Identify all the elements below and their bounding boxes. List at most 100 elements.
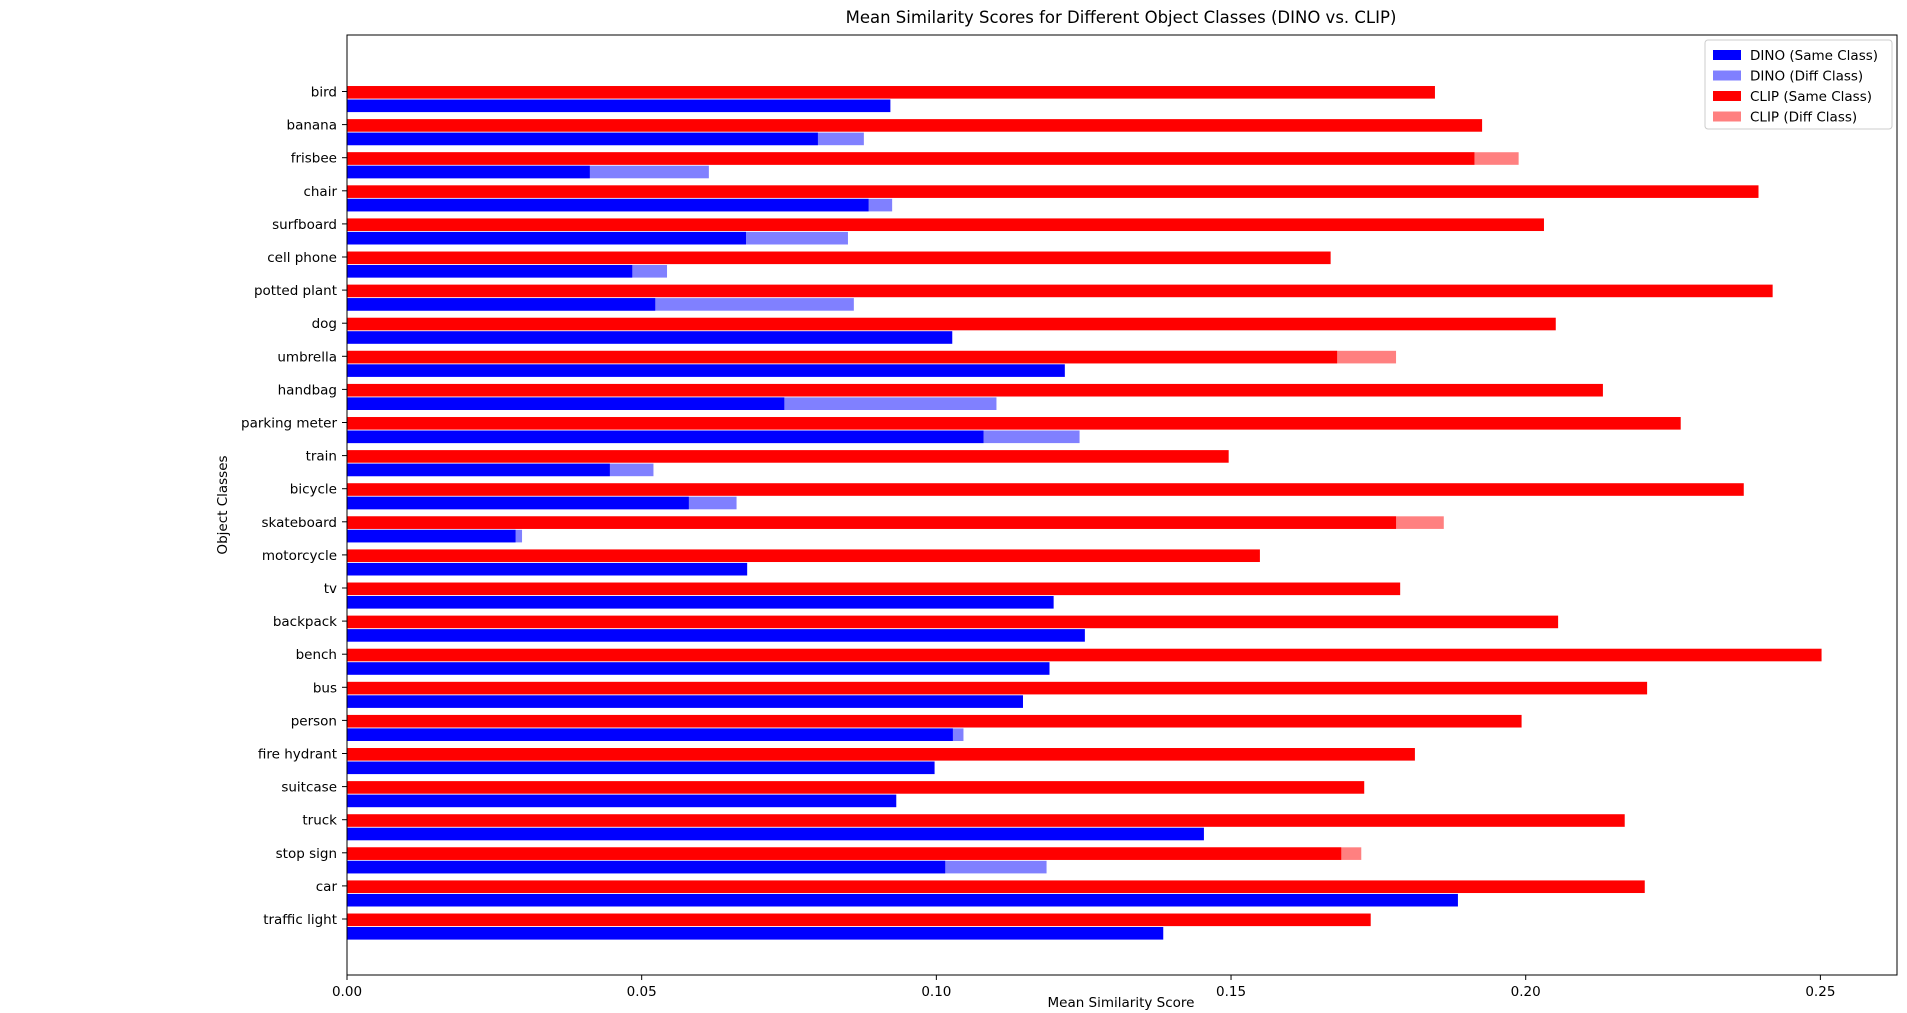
- legend-swatch-clip-same-class: [1713, 91, 1741, 101]
- bar-dino-same-class-bus: [347, 695, 1023, 708]
- y-tick-label-backpack: backpack: [273, 614, 337, 630]
- y-tick-label-bird: bird: [311, 85, 337, 101]
- x-tick-label: 0.00: [332, 984, 362, 1000]
- bar-dino-same-class-potted-plant: [347, 298, 656, 311]
- y-tick-label-motorcycle: motorcycle: [262, 548, 337, 564]
- bar-clip-same-class-truck: [347, 814, 1625, 827]
- bar-clip-same-class-potted-plant: [347, 284, 1773, 298]
- y-tick-label-bus: bus: [313, 680, 337, 696]
- bar-dino-same-class-person: [347, 728, 953, 741]
- bar-dino-same-class-banana: [347, 132, 818, 146]
- bar-dino-same-class-chair: [347, 198, 869, 212]
- bar-dino-same-class-frisbee: [347, 165, 590, 179]
- legend-label-dino-diff-class: DINO (Diff Class): [1750, 69, 1863, 85]
- y-tick-label-traffic-light: traffic light: [263, 912, 337, 928]
- bar-clip-same-class-backpack: [347, 615, 1559, 629]
- y-tick-label-bench: bench: [296, 647, 337, 663]
- bar-clip-same-class-bench: [347, 648, 1822, 662]
- bar-dino-same-class-handbag: [347, 397, 785, 410]
- y-tick-label-cell-phone: cell phone: [267, 250, 337, 266]
- bar-clip-same-class-car: [347, 880, 1645, 894]
- legend-label-clip-diff-class: CLIP (Diff Class): [1750, 110, 1857, 126]
- y-tick-label-bicycle: bicycle: [290, 482, 337, 498]
- bar-clip-same-class-fire-hydrant: [347, 748, 1415, 761]
- bar-clip-same-class-surfboard: [347, 218, 1544, 232]
- y-tick-label-person: person: [291, 713, 337, 729]
- y-tick-label-frisbee: frisbee: [291, 151, 337, 167]
- y-tick-label-tv: tv: [324, 581, 337, 597]
- x-tick-label: 0.10: [921, 984, 951, 1000]
- bar-clip-same-class-traffic-light: [347, 913, 1371, 927]
- bar-dino-same-class-parking-meter: [347, 430, 984, 444]
- bar-clip-same-class-suitcase: [347, 781, 1365, 794]
- bar-dino-same-class-umbrella: [347, 364, 1065, 377]
- bars-layer: [347, 86, 1822, 940]
- y-tick-label-chair: chair: [303, 184, 337, 200]
- bar-dino-same-class-car: [347, 893, 1458, 907]
- x-axis-label: Mean Similarity Score: [1047, 995, 1194, 1011]
- y-tick-label-skateboard: skateboard: [262, 515, 337, 531]
- bar-dino-same-class-backpack: [347, 629, 1085, 642]
- y-tick-label-suitcase: suitcase: [281, 780, 337, 796]
- legend-label-clip-same-class: CLIP (Same Class): [1750, 89, 1872, 105]
- plot-frame: [346, 34, 1898, 976]
- y-axis-label: Object Classes: [215, 455, 231, 554]
- y-tick-label-parking-meter: parking meter: [241, 416, 337, 432]
- x-tick-label: 0.25: [1805, 984, 1835, 1000]
- bar-clip-same-class-skateboard: [347, 516, 1397, 529]
- x-tick-label: 0.15: [1216, 984, 1246, 1000]
- y-tick-label-potted-plant: potted plant: [254, 283, 337, 299]
- bar-clip-same-class-tv: [347, 582, 1401, 596]
- bar-clip-same-class-person: [347, 714, 1522, 728]
- x-tick-label: 0.05: [627, 984, 657, 1000]
- bar-clip-same-class-stop-sign: [347, 847, 1342, 860]
- bar-clip-same-class-train: [347, 450, 1229, 463]
- legend: DINO (Same Class) DINO (Diff Class) CLIP (…: [1704, 39, 1893, 130]
- y-tick-label-banana: banana: [287, 118, 338, 134]
- bar-dino-same-class-suitcase: [347, 794, 897, 808]
- bar-clip-same-class-dog: [347, 317, 1556, 331]
- bar-dino-same-class-surfboard: [347, 231, 746, 245]
- bar-dino-same-class-motorcycle: [347, 562, 748, 576]
- y-tick-label-truck: truck: [302, 813, 337, 829]
- y-tick-label-stop-sign: stop sign: [276, 846, 337, 862]
- bar-clip-same-class-bicycle: [347, 483, 1744, 496]
- bar-clip-same-class-bus: [347, 681, 1648, 695]
- legend-swatch-dino-diff-class: [1713, 70, 1741, 81]
- chart-title: Mean Similarity Scores for Different Obj…: [846, 8, 1397, 27]
- bar-dino-same-class-stop-sign: [347, 860, 946, 874]
- y-axis: traffic light car stop sign truck suitcase fi…: [241, 85, 347, 928]
- bar-clip-same-class-handbag: [347, 383, 1603, 397]
- legend-frame: [1704, 39, 1893, 130]
- bar-dino-same-class-dog: [347, 331, 953, 344]
- legend-swatch-dino-same-class: [1713, 50, 1741, 60]
- y-tick-label-handbag: handbag: [278, 382, 337, 398]
- bar-clip-same-class-umbrella: [347, 350, 1338, 364]
- y-tick-label-surfboard: surfboard: [272, 217, 337, 233]
- bar-dino-same-class-bird: [347, 99, 891, 113]
- bar-dino-same-class-truck: [347, 827, 1204, 841]
- bar-dino-same-class-traffic-light: [347, 927, 1164, 940]
- bar-dino-same-class-cell-phone: [347, 265, 633, 278]
- bar-clip-same-class-chair: [347, 185, 1759, 198]
- y-tick-label-car: car: [316, 879, 338, 895]
- bar-dino-same-class-train: [347, 463, 610, 477]
- y-tick-label-fire-hydrant: fire hydrant: [258, 747, 337, 763]
- legend-swatch-clip-diff-class: [1713, 111, 1741, 122]
- bar-clip-same-class-frisbee: [347, 152, 1475, 165]
- bar-dino-same-class-bicycle: [347, 496, 689, 510]
- bar-clip-same-class-motorcycle: [347, 549, 1260, 563]
- y-tick-label-train: train: [306, 449, 337, 465]
- bar-dino-same-class-tv: [347, 596, 1054, 609]
- legend-label-dino-same-class: DINO (Same Class): [1750, 48, 1878, 64]
- y-tick-label-umbrella: umbrella: [277, 349, 337, 365]
- x-axis: 0.00 0.05 0.10 0.15 0.20 0.25: [332, 975, 1835, 1000]
- bar-dino-same-class-fire-hydrant: [347, 761, 935, 775]
- bar-clip-same-class-cell-phone: [347, 251, 1331, 265]
- y-tick-label-dog: dog: [312, 316, 337, 332]
- bar-clip-same-class-parking-meter: [347, 417, 1681, 430]
- bar-dino-same-class-skateboard: [347, 529, 516, 543]
- bar-clip-same-class-banana: [347, 119, 1483, 132]
- bar-dino-same-class-bench: [347, 662, 1050, 675]
